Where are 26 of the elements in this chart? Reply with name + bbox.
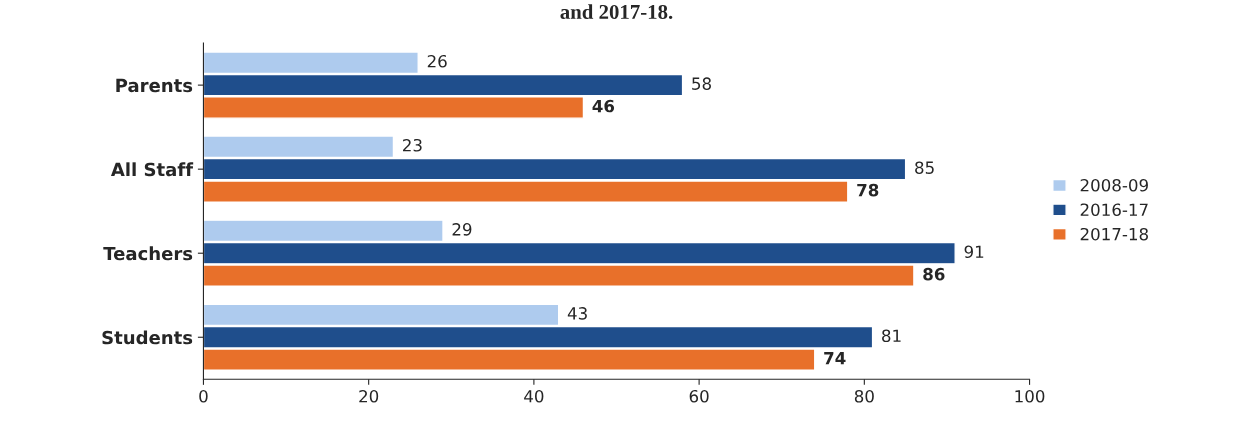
data-label: 81: [882, 329, 901, 343]
y-tick-label: Students: [102, 330, 193, 345]
x-tick-label: 60: [689, 389, 709, 403]
data-label: 85: [915, 161, 934, 174]
legend-label: 2017-18: [1080, 227, 1148, 241]
y-tick-label: Parents: [116, 78, 193, 93]
x-tick-label: 100: [1015, 389, 1045, 403]
y-tick-label: All Staff: [110, 162, 194, 177]
legend-label: 2008-09: [1080, 178, 1148, 192]
data-label: 58: [692, 77, 711, 90]
data-label: 91: [964, 245, 984, 259]
data-label: 29: [452, 223, 472, 236]
data-label: 26: [427, 54, 447, 68]
data-label: 86: [923, 267, 945, 281]
data-label: 78: [857, 183, 879, 197]
chart-title: and 2017-18.: [560, 4, 673, 20]
x-tick-label: 80: [854, 389, 874, 403]
data-label: 46: [592, 99, 615, 113]
x-tick-label: 0: [199, 389, 208, 403]
x-tick-label: 20: [359, 389, 379, 403]
x-tick-label: 40: [524, 389, 544, 403]
data-label: 43: [567, 307, 587, 320]
legend-label: 2016-17: [1080, 203, 1148, 217]
y-tick-label: Teachers: [103, 246, 193, 261]
data-label: 74: [824, 352, 846, 365]
data-label: 23: [403, 138, 422, 152]
